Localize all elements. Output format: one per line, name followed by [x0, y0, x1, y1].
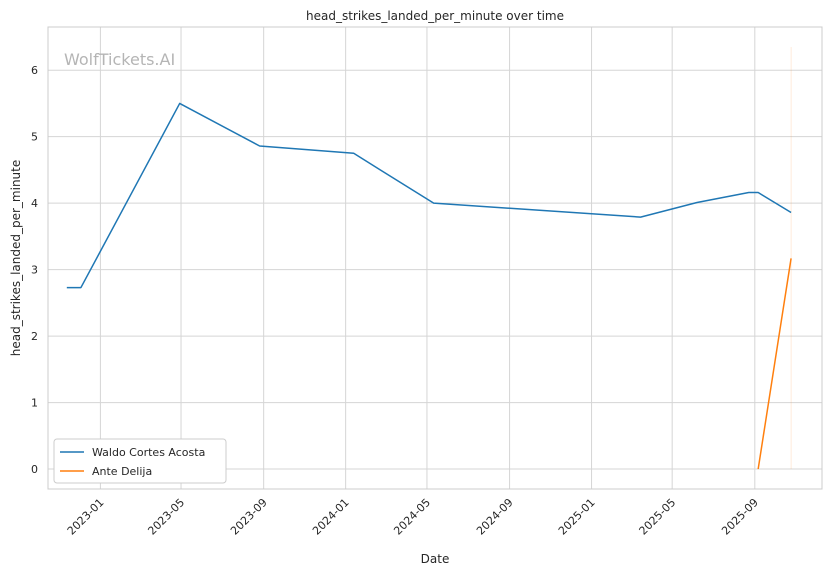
x-axis-label: Date [421, 552, 450, 566]
x-tick-label: 2024-09 [474, 496, 516, 538]
y-tick-label: 4 [31, 197, 38, 210]
x-tick-label: 2024-01 [310, 496, 352, 538]
x-tick-label: 2025-01 [556, 496, 598, 538]
legend-box [53, 438, 227, 484]
plot-frame [47, 26, 823, 490]
y-tick-label: 1 [31, 397, 38, 410]
y-tick-label: 2 [31, 330, 38, 343]
series-line-waldo-cortes-acosta [66, 102, 792, 289]
series-layer [66, 46, 792, 470]
legend-label-waldo-cortes-acosta: Waldo Cortes Acosta [92, 446, 205, 459]
series-line-ante-delija [757, 258, 792, 470]
legend: Waldo Cortes Acosta Ante Delija [53, 438, 227, 484]
y-axis-label: head_strikes_landed_per_minute [9, 160, 23, 357]
watermark: WolfTickets.AI [64, 50, 175, 69]
x-tick-label: 2023-09 [228, 496, 270, 538]
legend-label-ante-delija: Ante Delija [92, 465, 152, 478]
plot-background [48, 27, 822, 489]
x-tick-label: 2024-05 [391, 496, 433, 538]
x-tick-labels: 2023-01 2023-05 2023-09 2024-01 2024-05 2024-… [65, 496, 761, 538]
x-tick-label: 2023-01 [65, 496, 107, 538]
y-tick-label: 5 [31, 131, 38, 144]
chart-title: head_strikes_landed_per_minute over time [306, 9, 564, 23]
x-tick-label: 2025-09 [719, 496, 761, 538]
y-tick-label: 6 [31, 64, 38, 77]
y-tick-labels: 0 1 2 3 4 5 6 [31, 64, 38, 476]
x-tick-label: 2025-05 [637, 496, 679, 538]
x-tick-label: 2023-05 [145, 496, 187, 538]
y-tick-label: 0 [31, 463, 38, 476]
y-tick-label: 3 [31, 264, 38, 277]
